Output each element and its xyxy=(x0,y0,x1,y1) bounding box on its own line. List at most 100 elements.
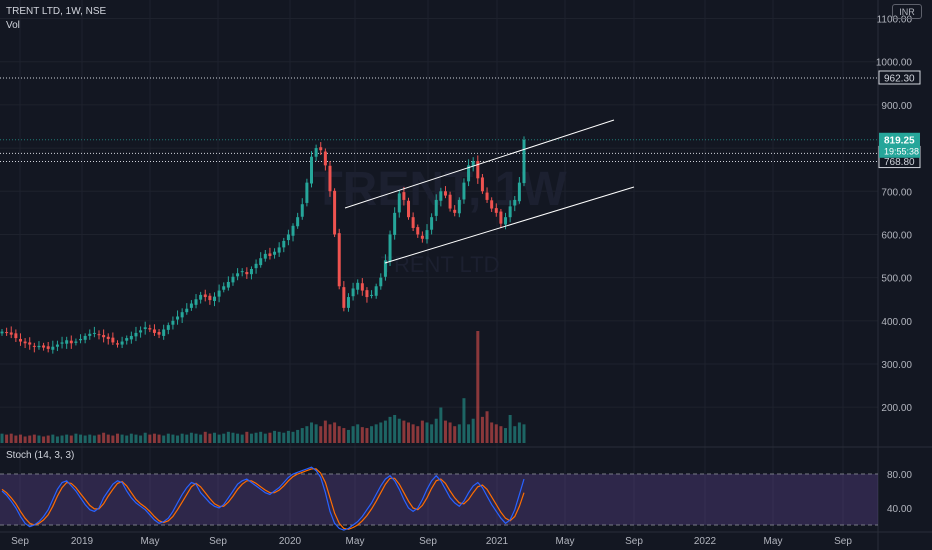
volume-bar xyxy=(471,418,475,443)
volume-bar xyxy=(162,435,166,443)
symbol-title[interactable]: TRENT LTD, 1W, NSE xyxy=(6,6,107,17)
time-tick-label: 2020 xyxy=(279,536,302,547)
volume-bar xyxy=(443,420,447,443)
candle-body xyxy=(499,211,503,224)
candle-body xyxy=(143,327,147,330)
volume-bar xyxy=(305,426,309,443)
candle-body xyxy=(23,341,27,344)
candle-body xyxy=(379,277,383,287)
candle-body xyxy=(134,332,138,337)
candle-body xyxy=(448,194,452,209)
candle-body xyxy=(189,303,193,308)
candle-body xyxy=(32,345,36,347)
candle-body xyxy=(420,235,424,239)
candle-body xyxy=(328,165,332,192)
volume-bar xyxy=(393,415,397,443)
candle-body xyxy=(517,182,521,202)
price-tick-label: 700.00 xyxy=(881,187,912,198)
candle-body xyxy=(430,217,434,230)
volume-bar xyxy=(129,433,133,443)
time-tick-label: Sep xyxy=(209,536,227,547)
candle-body xyxy=(14,333,18,339)
candle-body xyxy=(65,340,69,344)
volume-bar xyxy=(23,436,27,443)
volume-bar xyxy=(203,431,207,443)
volume-bar xyxy=(42,436,46,443)
volume-bar xyxy=(346,429,350,443)
candle-body xyxy=(471,161,475,167)
volume-bar xyxy=(65,434,69,443)
candle-body xyxy=(323,151,327,166)
candle-body xyxy=(69,340,73,344)
time-tick-label: May xyxy=(346,536,365,547)
candle-body xyxy=(37,345,41,348)
volume-bar xyxy=(69,435,73,443)
volume-bar xyxy=(263,433,267,443)
candle-body xyxy=(319,147,323,151)
candle-body xyxy=(490,200,494,209)
volume-bar xyxy=(342,428,346,443)
candle-body xyxy=(425,230,429,240)
volume-bar xyxy=(245,431,249,443)
candle-body xyxy=(268,253,272,257)
volume-bar xyxy=(148,434,152,443)
volume-bar xyxy=(286,430,290,443)
volume-bar xyxy=(74,433,78,443)
volume-bar xyxy=(125,435,129,443)
volume-bar xyxy=(291,431,295,443)
volume-bar xyxy=(268,432,272,443)
stochastic-label[interactable]: Stoch (14, 3, 3) xyxy=(6,450,75,461)
candle-body xyxy=(508,206,512,218)
candle-body xyxy=(370,294,374,296)
candle-body xyxy=(453,209,457,213)
candle-body xyxy=(83,335,87,340)
candle-body xyxy=(102,335,106,338)
candle-body xyxy=(443,191,447,196)
volume-bar xyxy=(185,434,189,443)
volume-bar xyxy=(83,435,87,443)
volume-bar xyxy=(513,426,517,443)
volume-bar xyxy=(480,416,484,443)
volume-bar xyxy=(522,424,526,443)
time-tick-label: Sep xyxy=(834,536,852,547)
stoch-tick-label: 80.00 xyxy=(887,470,912,481)
candle-body xyxy=(129,335,133,340)
volume-bar xyxy=(374,424,378,443)
volume-bar xyxy=(323,420,327,443)
stoch-tick-label: 40.00 xyxy=(887,504,912,515)
volume-bar xyxy=(120,434,124,443)
volume-bar xyxy=(319,426,323,443)
volume-bar xyxy=(139,435,143,443)
volume-bar xyxy=(494,424,498,443)
currency-badge[interactable]: INR xyxy=(892,4,922,19)
volume-bar xyxy=(485,411,489,443)
volume-bar xyxy=(37,435,41,443)
candle-body xyxy=(5,332,9,334)
candle-body xyxy=(162,329,166,336)
volume-bar xyxy=(333,422,337,443)
candle-body xyxy=(360,283,364,291)
volume-bar xyxy=(189,432,193,443)
candle-body xyxy=(300,204,304,217)
candle-body xyxy=(305,182,309,203)
volume-bar xyxy=(0,433,4,443)
candle-body xyxy=(245,272,249,275)
candle-body xyxy=(125,338,129,341)
price-tick-label: 200.00 xyxy=(881,403,912,414)
candle-body xyxy=(416,227,420,235)
volume-bar xyxy=(277,431,281,443)
time-tick-label: May xyxy=(556,536,575,547)
candle-body xyxy=(203,294,207,298)
volume-bar xyxy=(499,426,503,443)
volume-bar xyxy=(171,434,175,443)
volume-label[interactable]: Vol xyxy=(6,20,20,31)
candle-body xyxy=(291,225,295,236)
candle-body xyxy=(393,212,397,235)
price-tick-label: 1000.00 xyxy=(876,58,913,69)
candle-body xyxy=(28,342,32,345)
candle-body xyxy=(407,200,411,218)
candle-body xyxy=(152,329,156,333)
candle-body xyxy=(374,286,378,296)
volume-bar xyxy=(9,433,13,443)
